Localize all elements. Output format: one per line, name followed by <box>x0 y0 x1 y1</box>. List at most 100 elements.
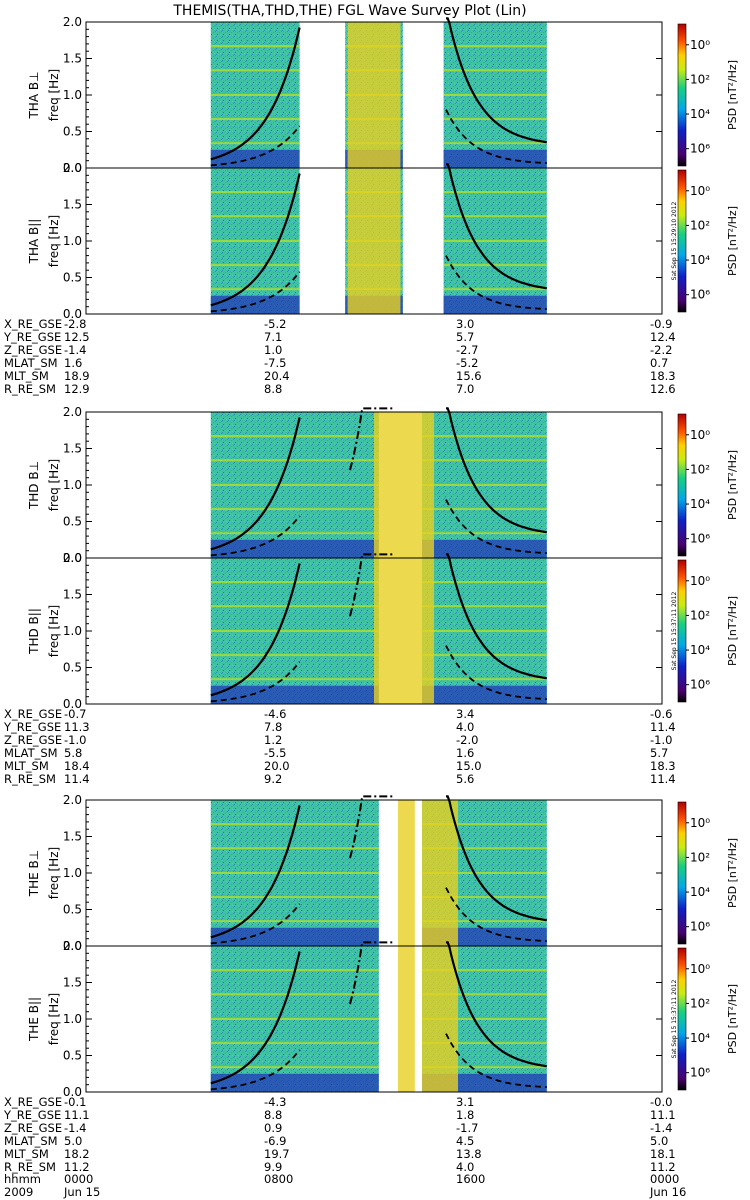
orbit-value: 3.0 <box>456 317 474 331</box>
harmonic-line <box>210 896 379 899</box>
harmonic-line <box>210 654 379 657</box>
orbit-value: 7.1 <box>264 330 282 344</box>
harmonic-line <box>210 264 300 267</box>
orbit-row-label: MLT_SM <box>4 759 49 773</box>
harmonic-line <box>210 605 379 608</box>
plot-timestamp: Sat Sep 15 15:37:11 2012 <box>671 980 678 1059</box>
frequency-curve <box>446 795 547 922</box>
orbit-value: 5.7 <box>456 330 474 344</box>
harmonic-line <box>443 264 547 267</box>
harmonic-line <box>443 142 547 145</box>
colorbar <box>677 23 687 167</box>
orbit-value: 11.3 <box>64 720 90 734</box>
frequency-curve <box>445 255 547 310</box>
orbit-value: -4.6 <box>264 707 286 721</box>
harmonic-line <box>210 484 379 486</box>
orbit-value: 1.8 <box>456 1108 474 1122</box>
harmonic-line <box>210 69 300 72</box>
harmonic-line <box>210 118 300 121</box>
freq-axis-label: freq [Hz] <box>47 459 61 511</box>
y-tick-label: 1.5 <box>63 976 82 990</box>
frequency-curve <box>210 173 301 307</box>
spectrogram-panel: 0.0 0.5 1.0 1.5 2.0 THA B⊥ freq [Hz] 10⁶ 10⁴ 10² 1… <box>27 15 739 175</box>
orbit-value: -0.0 <box>650 1095 672 1109</box>
y-tick-label: 1.0 <box>63 624 82 638</box>
orbit-value: -4.3 <box>264 1095 286 1109</box>
harmonic-line <box>210 847 379 850</box>
colorbar-tick-label: 10⁰ <box>690 428 710 442</box>
orbit-value: 5.6 <box>456 772 474 786</box>
harmonic-line <box>422 581 547 584</box>
frequency-curve <box>349 941 394 1005</box>
orbit-value: -2.8 <box>64 317 86 331</box>
orbit-value: -2.0 <box>456 733 478 747</box>
harmonic-line <box>210 288 300 291</box>
y-tick-label: 1.0 <box>63 88 82 102</box>
harmonic-line <box>422 435 547 438</box>
y-tick-label: 1.0 <box>63 1012 82 1026</box>
spectrogram-panel: 0.0 0.5 1.0 1.5 2.0 THE B|| freq [Hz] 10⁶ 10⁴ 10²… <box>27 939 739 1099</box>
frequency-curve <box>210 805 301 939</box>
orbit-value: 12.4 <box>650 330 676 344</box>
high-psd-region <box>422 558 434 704</box>
orbit-value: 11.2 <box>650 1160 676 1174</box>
orbit-value: -1.0 <box>650 733 672 747</box>
low-frequency-band <box>210 927 379 946</box>
orbit-value: 1.6 <box>64 356 82 370</box>
time-tick-label: 0800 <box>264 1172 293 1186</box>
harmonic-line <box>210 94 300 96</box>
orbit-value: -2.7 <box>456 343 478 357</box>
y-tick-label: 0.5 <box>63 515 82 529</box>
y-tick-label: 2.0 <box>63 939 82 953</box>
time-tick-label: 0000 <box>650 1172 679 1186</box>
orbit-value: -6.9 <box>264 1134 286 1148</box>
frequency-curve <box>446 941 547 1068</box>
harmonic-line <box>422 896 547 899</box>
frequency-curve <box>445 887 547 942</box>
orbit-value: 11.1 <box>64 1108 90 1122</box>
orbit-value: 11.4 <box>64 772 90 786</box>
orbit-value: 18.4 <box>64 759 90 773</box>
frequency-curve <box>445 109 547 164</box>
low-frequency-band <box>443 149 547 168</box>
harmonic-line <box>422 872 547 874</box>
frequency-curve <box>210 903 301 945</box>
orbit-value: 12.5 <box>64 330 90 344</box>
colorbar-tick-label: 10⁰ <box>690 184 710 198</box>
orbit-value: 18.3 <box>650 369 676 383</box>
orbit-value: 5.0 <box>650 1134 668 1148</box>
orbit-value: 4.0 <box>456 1160 474 1174</box>
panel-ylabel: THA B|| <box>27 219 41 265</box>
frequency-curve <box>210 661 301 703</box>
y-tick-label: 1.5 <box>63 198 82 212</box>
orbit-value: -1.4 <box>64 343 86 357</box>
time-tick-label: 1600 <box>456 1172 485 1186</box>
orbit-value: 20.4 <box>264 369 290 383</box>
harmonic-line <box>443 45 547 48</box>
colorbar-label: PSD [nT²/Hz] <box>726 838 739 908</box>
colorbar <box>677 801 687 945</box>
harmonic-line <box>210 45 300 48</box>
harmonic-line <box>210 872 379 874</box>
frequency-curve <box>210 27 301 161</box>
y-tick-label: 1.5 <box>63 588 82 602</box>
harmonic-line <box>210 1018 379 1020</box>
orbit-value: 11.4 <box>650 772 676 786</box>
y-tick-label: 2.0 <box>63 793 82 807</box>
orbit-value: 15.0 <box>456 759 482 773</box>
orbit-value: 18.2 <box>64 1147 90 1161</box>
high-psd-region <box>347 168 401 314</box>
frequency-curve <box>349 407 394 471</box>
freq-axis-label: freq [Hz] <box>47 215 61 267</box>
y-tick-label: 0.5 <box>63 1049 82 1063</box>
orbit-value: 12.9 <box>64 382 90 396</box>
orbit-value: 19.7 <box>264 1147 290 1161</box>
harmonic-line <box>210 142 300 145</box>
orbit-value: 11.2 <box>64 1160 90 1174</box>
y-tick-label: 0.5 <box>63 903 82 917</box>
harmonic-line <box>210 240 300 242</box>
orbit-row-label: Z_RE_GSE <box>4 733 62 747</box>
colorbar-label: PSD [nT²/Hz] <box>726 596 739 666</box>
colorbar-tick-label: 10⁴ <box>690 643 710 657</box>
harmonic-line <box>422 1066 547 1069</box>
